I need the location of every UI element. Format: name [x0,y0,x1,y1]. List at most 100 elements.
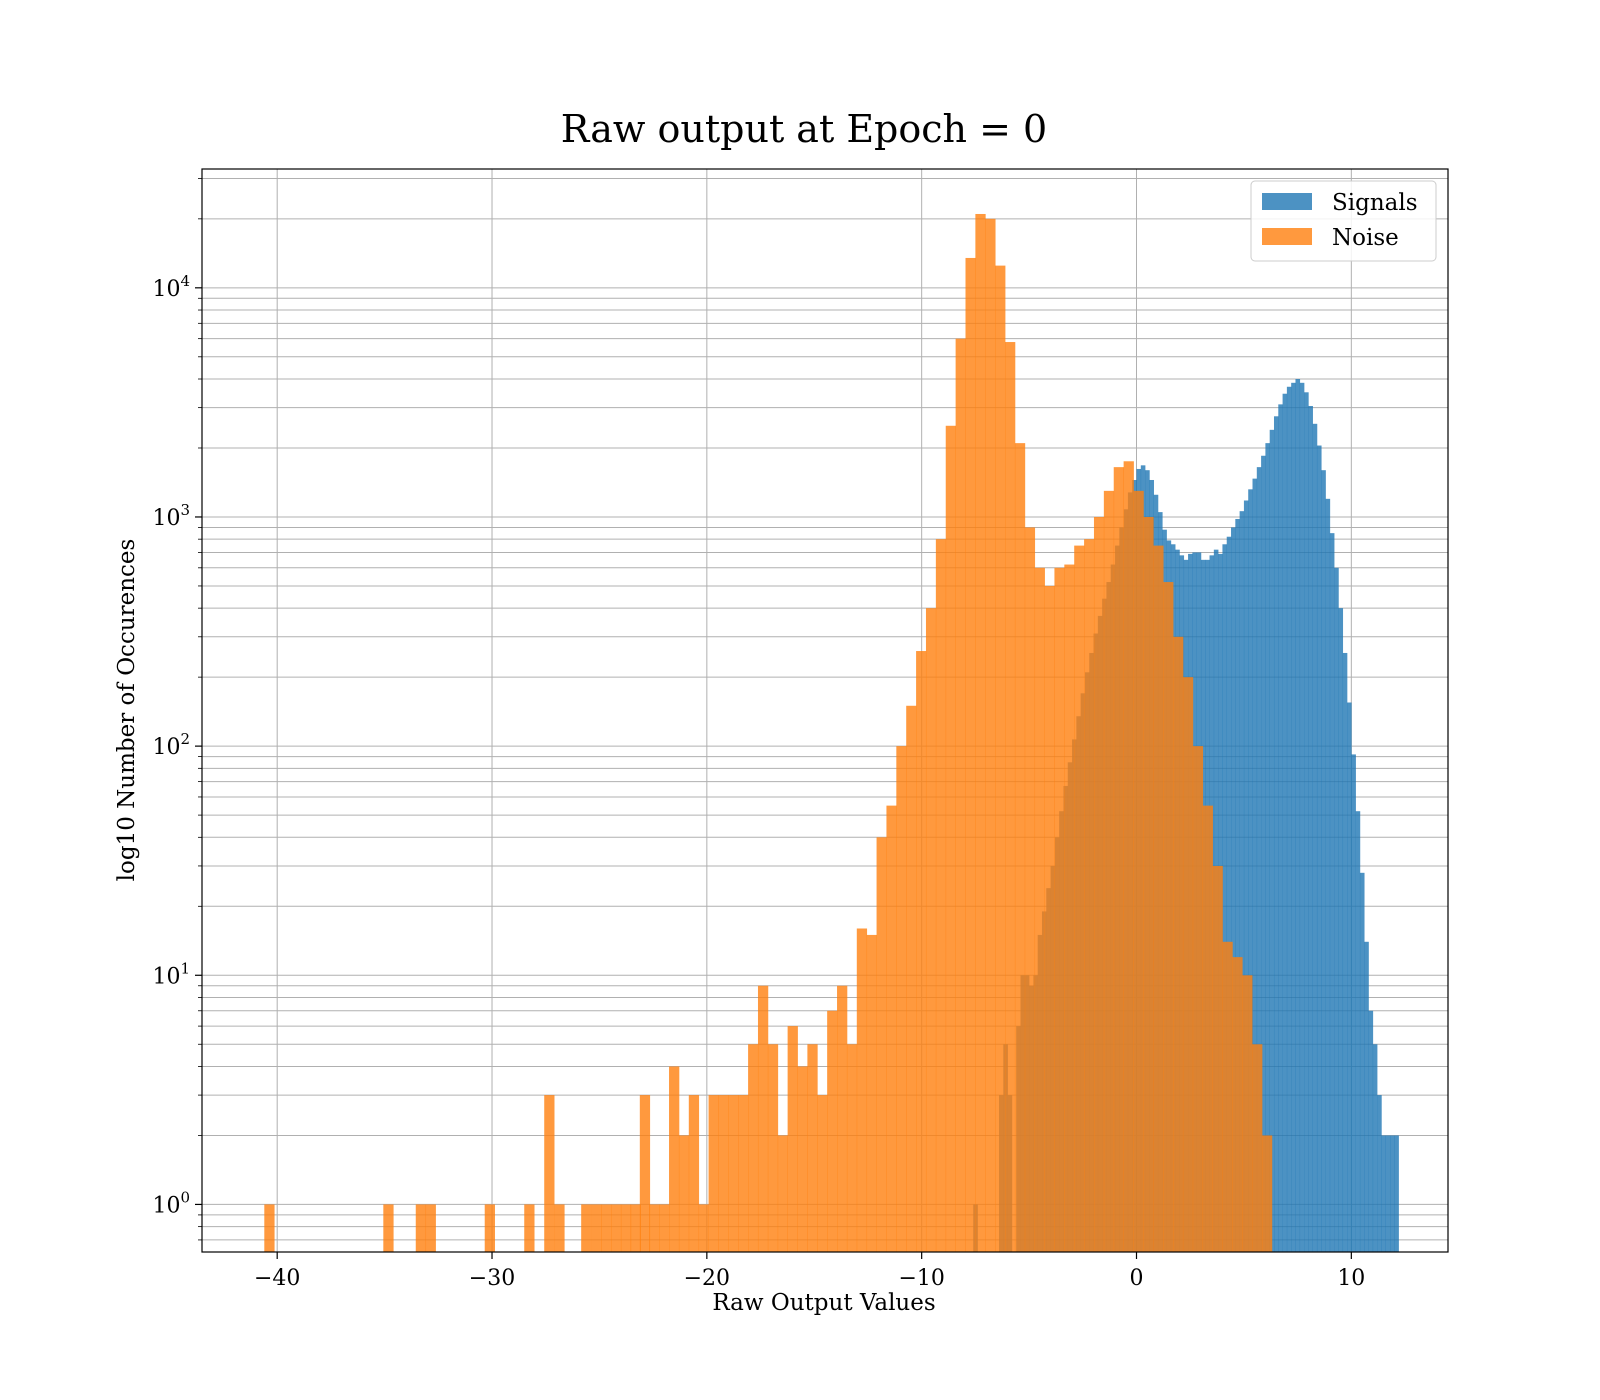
histogram-bar [1329,533,1335,1252]
histogram-bar [1364,941,1369,1252]
histogram-bar [896,746,907,1252]
histogram-bar [611,1204,622,1252]
histogram-bar [1372,1044,1378,1252]
histogram-bar [1312,423,1318,1252]
histogram-bar [383,1204,394,1252]
histogram-bar [1368,1010,1374,1252]
histogram-bar [876,837,887,1252]
histogram-bar [708,1095,719,1252]
x-axis-ticks: −40 −30 −20 −10 0 10 [254,1252,1365,1291]
histogram-bar [856,928,868,1252]
histogram-bar [955,338,966,1252]
histogram-bar [1282,393,1288,1252]
histogram-bar [777,1135,789,1252]
histogram-bar [1256,467,1262,1252]
histogram-bar [837,985,848,1252]
x-tick-label: −20 [684,1266,730,1291]
histogram-bar [1024,527,1036,1252]
histogram-bar [1325,498,1331,1252]
histogram-bar [678,1135,690,1252]
histogram-bar [698,1204,709,1252]
histogram-bar [906,705,917,1252]
y-tick-label: 104 [152,272,190,302]
plot-frame [201,168,1449,1253]
histogram-bar [1243,500,1249,1252]
histogram-bar [827,1010,838,1252]
histogram-bar [787,1026,798,1252]
histogram-bar [1359,872,1365,1252]
histogram-bar [544,1095,555,1252]
histogram-bar [886,805,897,1252]
chart-title: Raw output at Epoch = 0 [561,107,1047,151]
y-axis-ticks: 100 101 102 103 104 [152,178,202,1241]
legend-label-signals: Signals [1332,190,1418,216]
histogram-bar [591,1204,602,1252]
histogram-bar [728,1095,739,1252]
histogram-bar [1212,865,1223,1252]
histogram-bar [1103,490,1115,1252]
histogram-bar [1389,1135,1395,1252]
histogram-bar [1321,470,1326,1252]
histogram-bar [1044,585,1055,1252]
histogram-bar [1235,518,1240,1252]
histogram-bar [1143,516,1154,1252]
histogram-bar [1355,811,1361,1252]
legend-label-noise: Noise [1332,225,1399,251]
histogram-bar [916,651,927,1252]
histogram-bar [797,1066,808,1252]
histogram-bar [1113,467,1124,1252]
histogram-bar [965,257,976,1252]
legend: Signals Noise [1250,180,1437,262]
histogram-bar [846,1044,858,1252]
x-tick-label: −40 [254,1266,300,1291]
histogram-bar [807,1044,818,1252]
histogram-bar [1394,1135,1399,1252]
histogram-bar [620,1204,632,1252]
histogram-bar [1381,1135,1386,1252]
histogram-bar [738,1095,749,1252]
histogram-bar [1291,382,1296,1252]
histogram-bar [554,1204,565,1252]
histogram-bar [935,539,947,1252]
histogram-bar [669,1066,680,1252]
histogram-bar [639,1095,651,1252]
histogram-bar [1153,545,1164,1252]
histogram-bar [688,1095,700,1252]
histogram-bar [581,1204,592,1252]
histogram-bar [1261,455,1266,1252]
histogram-bar [649,1204,660,1252]
histogram-bar [1084,539,1095,1252]
histogram-bar [1299,382,1305,1252]
histogram-bar [1342,652,1348,1252]
histogram-bar [1242,975,1253,1252]
histogram-bar [415,1204,427,1252]
bars [264,213,1399,1252]
histogram-bar [718,1095,729,1252]
histogram-bar [1034,567,1045,1252]
histogram-bar [601,1204,612,1252]
histogram-bar [425,1204,436,1252]
x-tick-label: 10 [1337,1266,1365,1291]
histogram-bar [975,213,986,1252]
histogram-bar [1239,511,1245,1252]
histogram-bar [1182,677,1194,1252]
histogram-bar [1133,490,1144,1252]
histogram-bar [1123,461,1134,1252]
histogram-bar [1064,564,1075,1252]
y-axis-label: log10 Number of Occurences [114,539,140,882]
y-tick-label: 103 [152,501,190,531]
histogram-bar [1273,416,1279,1252]
histogram-bar [1202,805,1213,1252]
histogram-bar [1054,567,1065,1252]
histogram-bar [1377,1095,1382,1252]
histogram-bar [757,985,769,1252]
histogram-bar [1295,379,1301,1252]
histogram-bar [1286,386,1292,1252]
x-tick-label: −10 [898,1266,944,1291]
histogram-bar [1231,527,1236,1252]
histogram-bar [1163,582,1174,1252]
histogram-bar [1173,636,1184,1252]
x-axis-label: Raw Output Values [712,1290,935,1316]
x-tick-label: −30 [469,1266,515,1291]
histogram-bar [1252,1044,1263,1252]
